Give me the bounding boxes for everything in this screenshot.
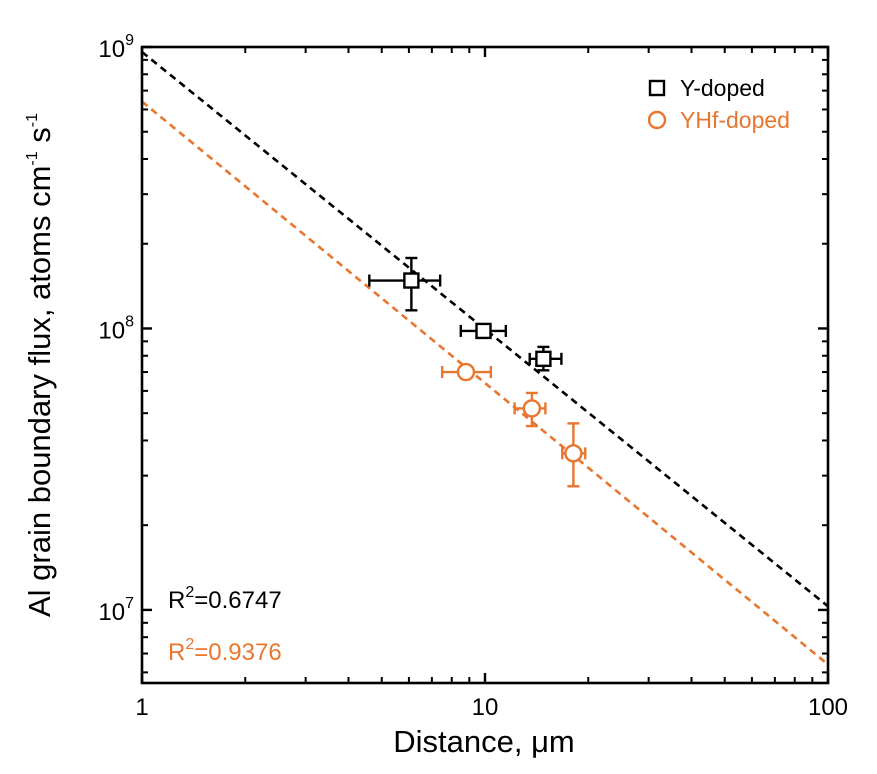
y-axis-title: Al grain boundary flux, atoms cm-1 s-1 (22, 113, 57, 617)
fit-annotations: R2=0.6747 R2=0.9376 (168, 584, 282, 666)
data-point-yhf-doped-3 (561, 422, 587, 488)
y-axis-title-main: Al grain boundary flux, atoms cm (22, 166, 57, 617)
x-tick-label: 10 (472, 694, 499, 721)
marker-square (535, 350, 552, 368)
r-squared-yhf-doped: R2=0.9376 (168, 636, 282, 666)
fit-line-y-doped (142, 50, 828, 608)
legend-label: YHf-doped (680, 107, 790, 133)
fit-lines (142, 50, 828, 666)
marker-circle (522, 399, 542, 418)
y-axis-title-exp2: -1 (24, 113, 41, 127)
legend: Y-doped YHf-doped (647, 75, 790, 133)
marker-square (403, 272, 420, 289)
marker-circle (456, 362, 476, 382)
y-tick-label: 109 (98, 32, 134, 63)
data-point-y-doped-1 (368, 256, 442, 312)
y-tick-label: 108 (98, 313, 134, 344)
marker-circle (564, 444, 583, 463)
y-axis-title-mid: s (22, 127, 57, 151)
data-point-y-doped-3 (528, 345, 563, 372)
marker-square (475, 322, 492, 340)
legend-marker-square (648, 79, 666, 97)
x-axis-title: Distance, μm (393, 724, 575, 759)
x-tick-label: 1 (135, 694, 148, 721)
y-tick-label: 107 (98, 595, 134, 626)
axes: 1 10 100 107 108 109 (98, 32, 848, 721)
data-points (368, 256, 587, 488)
legend-label: Y-doped (680, 75, 765, 101)
data-point-y-doped-2 (459, 322, 508, 340)
legend-item-yhf-doped: YHf-doped (647, 107, 790, 133)
data-point-yhf-doped-1 (440, 362, 493, 382)
data-point-yhf-doped-2 (513, 391, 547, 428)
legend-marker-circle (647, 110, 667, 130)
x-tick-label: 100 (808, 694, 848, 721)
r-squared-y-doped: R2=0.6747 (168, 584, 282, 614)
y-axis-title-exp1: -1 (24, 151, 41, 165)
fit-line-yhf-doped (142, 100, 828, 666)
legend-item-y-doped: Y-doped (648, 75, 765, 101)
